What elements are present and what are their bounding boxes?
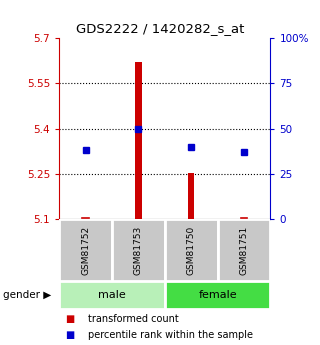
Bar	[188, 173, 194, 219]
Text: male: male	[98, 290, 126, 300]
Text: GSM81751: GSM81751	[239, 226, 249, 275]
Text: GSM81753: GSM81753	[134, 226, 143, 275]
Text: female: female	[198, 290, 237, 300]
Text: GDS2222 / 1420282_s_at: GDS2222 / 1420282_s_at	[76, 22, 244, 36]
Bar	[165, 219, 218, 281]
Bar	[59, 219, 112, 281]
Text: gender ▶: gender ▶	[3, 290, 52, 300]
Bar	[112, 219, 165, 281]
Text: ■: ■	[66, 314, 75, 324]
Text: GSM81750: GSM81750	[187, 226, 196, 275]
Bar	[165, 281, 270, 309]
Text: GSM81752: GSM81752	[81, 226, 90, 275]
Text: ■: ■	[66, 331, 75, 340]
Text: transformed count: transformed count	[88, 314, 179, 324]
Text: percentile rank within the sample: percentile rank within the sample	[88, 331, 253, 340]
Bar	[59, 281, 165, 309]
Bar	[135, 62, 141, 219]
Bar	[218, 219, 270, 281]
